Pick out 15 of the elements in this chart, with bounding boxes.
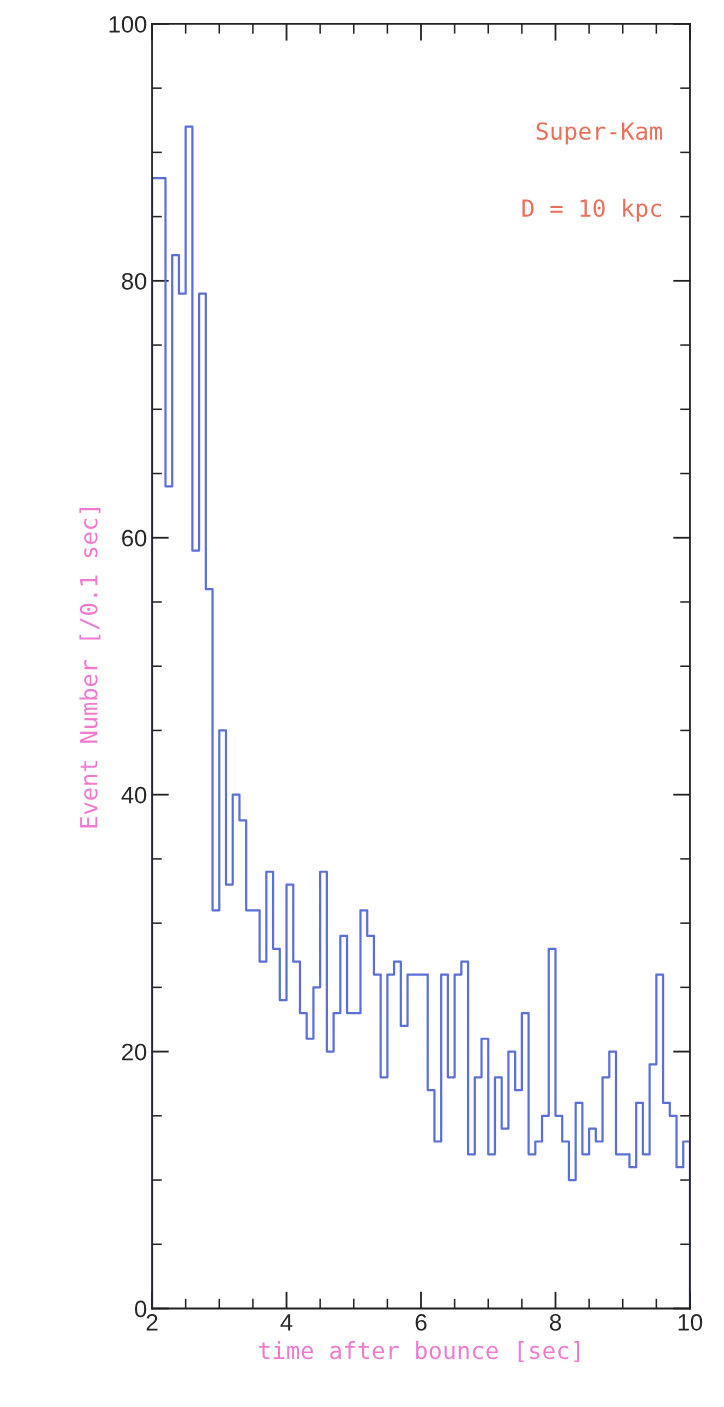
x-tick-label: 8 [549,1313,562,1331]
y-tick-label: 60 [122,529,147,547]
x-tick-label: 10 [678,1313,703,1331]
y-axis-title: Event Number [/0.1 sec] [79,508,101,828]
y-tick-label: 80 [121,272,147,290]
y-tick-label: 40 [121,786,147,804]
x-axis-title: time after bounce [sec] [259,1341,580,1363]
annotation: Super-Kam [536,122,662,145]
y-tick-label: 0 [134,1300,147,1318]
annotation: D = 10 kpc [522,198,662,222]
x-tick-label: 6 [415,1313,427,1331]
x-tick-label: 2 [146,1313,158,1331]
x-tick-label: 4 [280,1314,293,1331]
y-tick-label: 100 [109,15,147,33]
y-tick-label: 20 [122,1043,147,1061]
